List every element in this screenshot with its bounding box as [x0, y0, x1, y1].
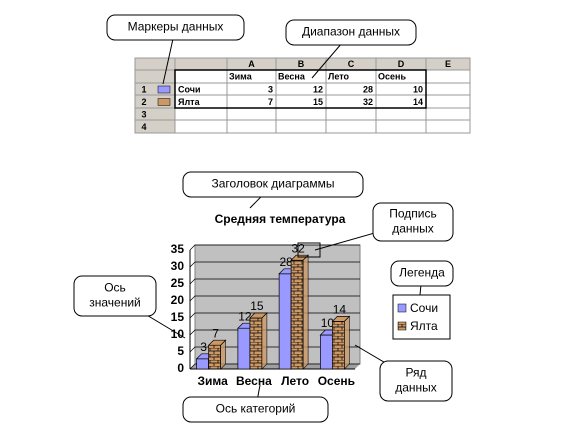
legend-swatch [397, 321, 407, 331]
callout-text: Диапазон данных [302, 25, 400, 39]
column-header: C [348, 59, 355, 69]
cell-value: 32 [363, 97, 373, 107]
data-label: 10 [321, 316, 335, 330]
header-row [135, 58, 470, 70]
bar-front [196, 358, 209, 370]
callout-text: Подпись [389, 207, 437, 221]
column-header: D [398, 59, 405, 69]
callout-text: Ось категорий [216, 402, 296, 416]
chart-title: Средняя температура [215, 212, 346, 226]
bar-side [261, 312, 268, 370]
callout-text: Заголовок диаграммы [212, 177, 335, 191]
x-tick-label: Зима [197, 374, 228, 388]
callout [372, 202, 454, 242]
row-number: 1 [141, 84, 146, 94]
bar-side [302, 254, 309, 370]
legend-label: Сочи [410, 301, 438, 315]
callout-text: Легенда [399, 266, 445, 280]
cell-value: 10 [413, 84, 423, 94]
x-tick-label: Осень [318, 374, 355, 388]
bar [290, 254, 309, 370]
cell-value: 28 [363, 84, 373, 94]
season-header: Лето [328, 71, 349, 81]
cell-value: 12 [313, 84, 323, 94]
row-name: Сочи [178, 84, 201, 94]
row-number: 4 [141, 122, 146, 132]
legend-swatch [397, 303, 407, 313]
callout [182, 396, 329, 423]
season-header: Зима [229, 71, 253, 81]
cell-value: 7 [268, 97, 273, 107]
bar-front [249, 317, 263, 370]
bar-side [220, 339, 226, 370]
column-header: A [248, 59, 255, 69]
data-label: 14 [333, 303, 347, 317]
column-header: B [298, 59, 305, 69]
bar [207, 339, 227, 370]
row-marker [157, 85, 171, 94]
callout-text: Ряд [405, 366, 426, 380]
callout [379, 360, 453, 402]
x-tick-label: Лето [281, 374, 309, 388]
cell-value: 15 [313, 97, 323, 107]
floor [190, 364, 360, 369]
callout-text: данных [395, 381, 437, 395]
callout-text: Маркеры данных [128, 20, 224, 34]
legend-box [392, 294, 451, 340]
callout-text: значений [89, 296, 141, 310]
callout-text: данных [392, 222, 434, 236]
column-header: E [445, 59, 451, 69]
season-header: Весна [278, 71, 306, 81]
callout [182, 171, 364, 198]
data-label: 28 [279, 255, 293, 269]
y-tick-label: 30 [171, 259, 185, 273]
bar-front [320, 334, 333, 370]
label-box [297, 242, 321, 258]
cell-value: 14 [413, 97, 423, 107]
data-label: 15 [250, 299, 264, 313]
y-tick-label: 20 [171, 293, 185, 307]
x-tick-label: Весна [236, 374, 272, 388]
legend-label: Ялта [410, 319, 438, 333]
data-label: 3 [200, 340, 207, 354]
y-tick-label: 0 [177, 361, 184, 375]
y-tick-label: 35 [171, 242, 185, 256]
bar-front [290, 259, 304, 370]
data-label: 12 [238, 309, 252, 323]
callout [390, 260, 454, 287]
range-box [174, 69, 427, 109]
season-header: Осень [378, 71, 406, 81]
bar-front [237, 327, 251, 370]
callout [285, 19, 417, 46]
cell-value: 3 [268, 84, 273, 94]
y-tick-label: 15 [171, 310, 185, 324]
y-tick-label: 10 [171, 327, 185, 341]
callout-text: Ось [104, 281, 126, 295]
bar [249, 312, 268, 370]
bar-front [278, 273, 292, 370]
bar-front [208, 344, 221, 370]
y-tick-label: 25 [171, 276, 185, 290]
callout [106, 14, 245, 41]
bar-side [344, 315, 350, 370]
row-name: Ялта [178, 97, 201, 107]
row-number: 3 [141, 109, 146, 119]
row-number: 2 [141, 97, 146, 107]
bar [331, 315, 351, 370]
grid-line [189, 244, 360, 251]
callout [73, 275, 157, 317]
y-tick-label: 5 [177, 344, 184, 358]
row-marker [157, 98, 171, 106]
bar-front [332, 321, 345, 370]
data-label: 7 [212, 326, 219, 340]
